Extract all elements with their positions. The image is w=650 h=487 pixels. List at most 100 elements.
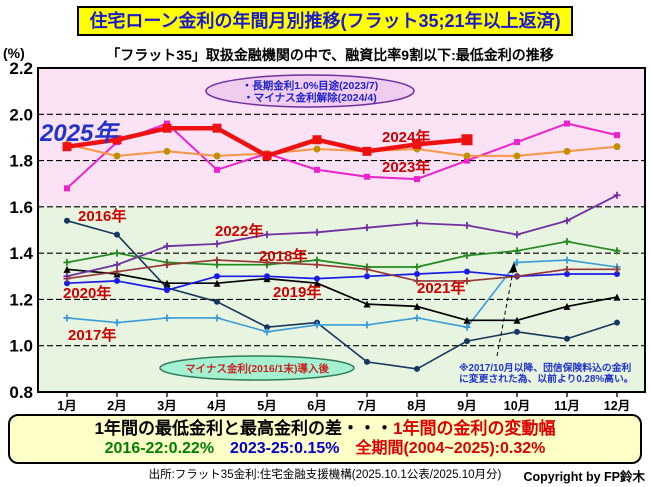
marker-2021年 [213,256,221,264]
series-label-2020年: 2020年 [63,284,111,302]
series-label-2016年: 2016年 [78,207,126,225]
annotation-ellipse-text-0: ・マイナス金利解除(2024/4) [243,91,376,104]
note-text: に変更された為、以前より0.28%高い。 [459,372,634,385]
marker-2017年 [563,256,571,264]
marker-2020年 [614,270,620,277]
marker-2024年 [163,147,171,155]
series-label-2025年: 2025年 [39,120,120,147]
marker-2025年 [461,134,473,146]
x-tick-label: 5月 [257,399,276,413]
marker-2020年 [264,273,270,280]
summary-line2-part-0: 2016-22:0.22% [104,440,215,457]
marker-2022年 [263,231,271,239]
marker-2021年 [513,272,521,280]
marker-2018年 [413,263,421,271]
marker-2021年 [563,265,571,273]
marker-2022年 [113,261,121,269]
marker-2020年 [164,287,170,294]
x-tick-label: 9月 [457,399,476,413]
marker-2017年 [363,321,371,329]
marker-2022年 [313,228,321,236]
marker-2023年 [614,132,620,139]
marker-2025年 [112,135,122,145]
marker-2017年 [513,258,521,266]
y-tick-label: 2.2 [9,59,33,78]
marker-2023年 [564,120,570,127]
series-label-2023年: 2023年 [382,158,430,176]
y-tick-label: 2.0 [9,105,33,124]
y-tick-label: 1.6 [9,198,33,217]
marker-2020年 [464,268,470,275]
marker-2023年 [64,185,70,192]
marker-2021年 [613,265,621,273]
marker-2022年 [213,240,221,248]
line-2022年 [66,194,618,278]
series-label-2022年: 2022年 [215,222,263,240]
marker-2024年 [613,143,621,151]
marker-2016年 [564,335,570,342]
marker-2024年 [113,152,121,160]
series-label-2019年: 2019年 [273,283,321,301]
summary-box: 1年間の最低金利と最高金利の差・・・1年間の金利の変動幅 2016-22:0.2… [8,414,642,464]
summary-line1-red: 1年間の金利の変動幅 [393,419,556,438]
line-2016年 [66,219,618,370]
annotation-ellipse-text-1: マイナス金利(2016/1末)導入後 [185,362,329,375]
x-tick-label: 12月 [604,399,630,413]
marker-2023年 [214,166,220,173]
footer: 出所:フラット35金利:住宅金融支援機構(2025.10.1公表/2025.10… [0,466,650,485]
summary-line1: 1年間の最低金利と最高金利の差・・・1年間の金利の変動幅 [10,418,640,439]
x-tick-label: 8月 [407,399,426,413]
marker-2022年 [413,219,421,227]
marker-2024年 [313,145,321,153]
marker-2019年 [163,279,171,287]
marker-2021年 [163,261,171,269]
line-2017年 [66,259,618,333]
marker-2019年 [63,265,71,273]
marker-2019年 [463,316,471,324]
marker-2019年 [213,279,221,287]
annotation-ellipse-1 [159,355,355,381]
marker-2022年 [563,217,571,225]
line-2021年 [66,259,617,282]
marker-2020年 [214,273,220,280]
marker-2017年 [413,314,421,322]
marker-2016年 [114,231,120,238]
marker-2016年 [514,328,520,335]
marker-2017年 [263,328,271,336]
annotation-arrow-head [509,262,517,273]
marker-2022年 [163,242,171,250]
marker-2025年 [412,139,422,149]
marker-2018年 [63,258,71,266]
marker-2016年 [264,324,270,331]
marker-2018年 [463,251,471,259]
marker-2017年 [463,323,471,331]
page-title: 住宅ローン金利の年間月別推移(フラット35;21年以上返済) [77,6,573,36]
marker-2016年 [414,365,420,372]
y-axis-unit-label: (%) [3,45,25,61]
line-2019年 [66,268,618,322]
summary-line1-black: 1年間の最低金利と最高金利の差・・・ [94,419,393,438]
marker-2016年 [64,217,70,224]
marker-2019年 [313,279,321,287]
marker-2024年 [463,152,471,160]
marker-2017年 [113,319,121,327]
x-tick-label: 3月 [157,399,176,413]
marker-2016年 [214,298,220,305]
marker-2018年 [613,247,621,255]
series-label-2017年: 2017年 [68,326,116,344]
marker-2016年 [614,319,620,326]
marker-2024年 [513,152,521,160]
x-tick-label: 6月 [307,399,326,413]
marker-2025年 [362,146,372,156]
annotation-ellipse-text-0: ・長期金利1.0%目途(2023/7) [242,79,379,92]
marker-2019年 [513,316,521,324]
marker-2021年 [263,258,271,266]
marker-2021年 [113,268,121,276]
line-2024年 [66,143,618,157]
y-tick-label: 0.8 [9,383,33,402]
x-tick-label: 2月 [107,399,126,413]
x-tick-label: 4月 [207,399,226,413]
marker-2020年 [114,277,120,284]
marker-2020年 [414,270,420,277]
